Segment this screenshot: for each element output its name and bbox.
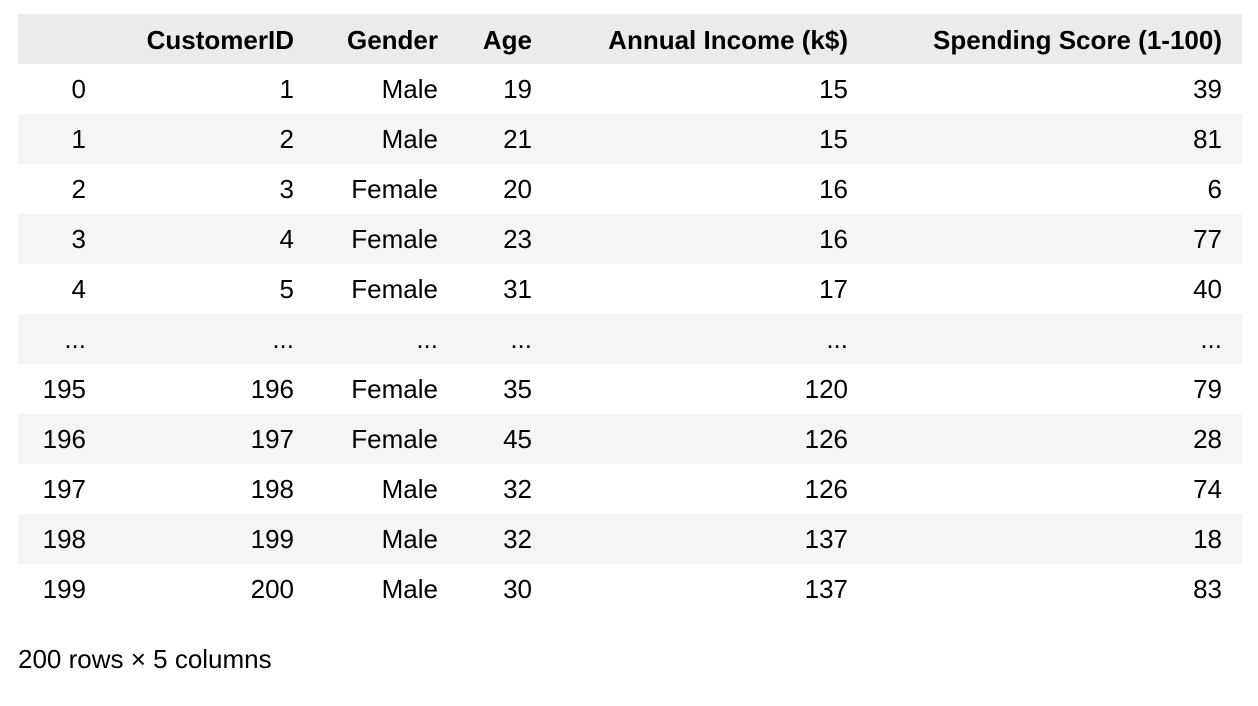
cell-customerid: 5: [279, 273, 294, 304]
cell-customerid: 1: [279, 73, 294, 104]
cell-gender: ...: [416, 323, 438, 354]
header-age: Age: [458, 14, 552, 64]
cell-spending-score: 39: [1193, 73, 1222, 104]
cell-gender: Male: [381, 473, 438, 504]
table-row: 1 2 Male 21 15 81: [18, 114, 1242, 164]
table-body: 0 1 Male 19 15 39 1 2 Male 21 15 81 2 3 Female 20 16 6 3 4 F…: [18, 64, 1242, 614]
cell-gender: Female: [351, 223, 438, 254]
cell-annual-income: 15: [819, 123, 848, 154]
row-index: 196: [42, 423, 86, 454]
row-index: 3: [71, 223, 86, 254]
row-index: 198: [42, 523, 86, 554]
cell-customerid: 197: [250, 423, 294, 454]
table-row: 197 198 Male 32 126 74: [18, 464, 1242, 514]
header-gender: Gender: [314, 14, 458, 64]
table-row: 196 197 Female 45 126 28: [18, 414, 1242, 464]
cell-customerid: 3: [279, 173, 294, 204]
table-row: 198 199 Male 32 137 18: [18, 514, 1242, 564]
cell-spending-score: 81: [1193, 123, 1222, 154]
header-spending-score: Spending Score (1-100): [868, 14, 1242, 64]
cell-gender: Male: [381, 523, 438, 554]
table-row: 195 196 Female 35 120 79: [18, 364, 1242, 414]
row-index: 0: [71, 73, 86, 104]
cell-annual-income: 15: [819, 73, 848, 104]
row-index: 197: [42, 473, 86, 504]
cell-spending-score: 40: [1193, 273, 1222, 304]
cell-customerid: 198: [250, 473, 294, 504]
row-index: 1: [71, 123, 86, 154]
cell-age: 21: [503, 123, 532, 154]
cell-gender: Female: [351, 173, 438, 204]
cell-customerid: ...: [272, 323, 294, 354]
header-customerid: CustomerID: [106, 14, 314, 64]
dataframe-table: CustomerID Gender Age Annual Income (k$)…: [18, 14, 1242, 614]
cell-customerid: 4: [279, 223, 294, 254]
cell-age: 45: [503, 423, 532, 454]
cell-age: 31: [503, 273, 532, 304]
row-index: ...: [64, 323, 86, 354]
header-index: [18, 14, 106, 64]
cell-annual-income: 137: [804, 573, 848, 604]
cell-spending-score: 77: [1193, 223, 1222, 254]
table-row: 4 5 Female 31 17 40: [18, 264, 1242, 314]
cell-gender: Female: [351, 373, 438, 404]
cell-annual-income: 126: [804, 423, 848, 454]
table-row: 0 1 Male 19 15 39: [18, 64, 1242, 114]
cell-annual-income: 126: [804, 473, 848, 504]
cell-spending-score: 28: [1193, 423, 1222, 454]
cell-annual-income: 16: [819, 173, 848, 204]
cell-spending-score: 18: [1193, 523, 1222, 554]
cell-gender: Female: [351, 273, 438, 304]
dataframe-output: CustomerID Gender Age Annual Income (k$)…: [18, 14, 1242, 614]
cell-annual-income: 120: [804, 373, 848, 404]
table-shape-summary: 200 rows × 5 columns: [18, 644, 272, 674]
cell-gender: Male: [381, 73, 438, 104]
cell-age: 32: [503, 523, 532, 554]
cell-customerid: 196: [250, 373, 294, 404]
cell-spending-score: 74: [1193, 473, 1222, 504]
cell-annual-income: 137: [804, 523, 848, 554]
cell-age: 30: [503, 573, 532, 604]
row-index: 2: [71, 173, 86, 204]
table-row: 3 4 Female 23 16 77: [18, 214, 1242, 264]
row-index: 4: [71, 273, 86, 304]
table-row: 2 3 Female 20 16 6: [18, 164, 1242, 214]
cell-gender: Female: [351, 423, 438, 454]
header-annual-income: Annual Income (k$): [552, 14, 868, 64]
cell-spending-score: 6: [1207, 173, 1222, 204]
cell-age: 32: [503, 473, 532, 504]
cell-age: 20: [503, 173, 532, 204]
cell-customerid: 199: [250, 523, 294, 554]
row-index: 199: [42, 573, 86, 604]
row-index: 195: [42, 373, 86, 404]
cell-age: ...: [510, 323, 532, 354]
table-row: 199 200 Male 30 137 83: [18, 564, 1242, 614]
cell-age: 19: [503, 73, 532, 104]
table-row: ..................: [18, 314, 1242, 364]
cell-annual-income: 16: [819, 223, 848, 254]
cell-age: 23: [503, 223, 532, 254]
cell-spending-score: 83: [1193, 573, 1222, 604]
table-header-row: CustomerID Gender Age Annual Income (k$)…: [18, 14, 1242, 64]
cell-customerid: 200: [250, 573, 294, 604]
cell-age: 35: [503, 373, 532, 404]
cell-annual-income: 17: [819, 273, 848, 304]
cell-gender: Male: [381, 573, 438, 604]
cell-gender: Male: [381, 123, 438, 154]
cell-customerid: 2: [279, 123, 294, 154]
cell-spending-score: ...: [1200, 323, 1222, 354]
cell-spending-score: 79: [1193, 373, 1222, 404]
cell-annual-income: ...: [826, 323, 848, 354]
